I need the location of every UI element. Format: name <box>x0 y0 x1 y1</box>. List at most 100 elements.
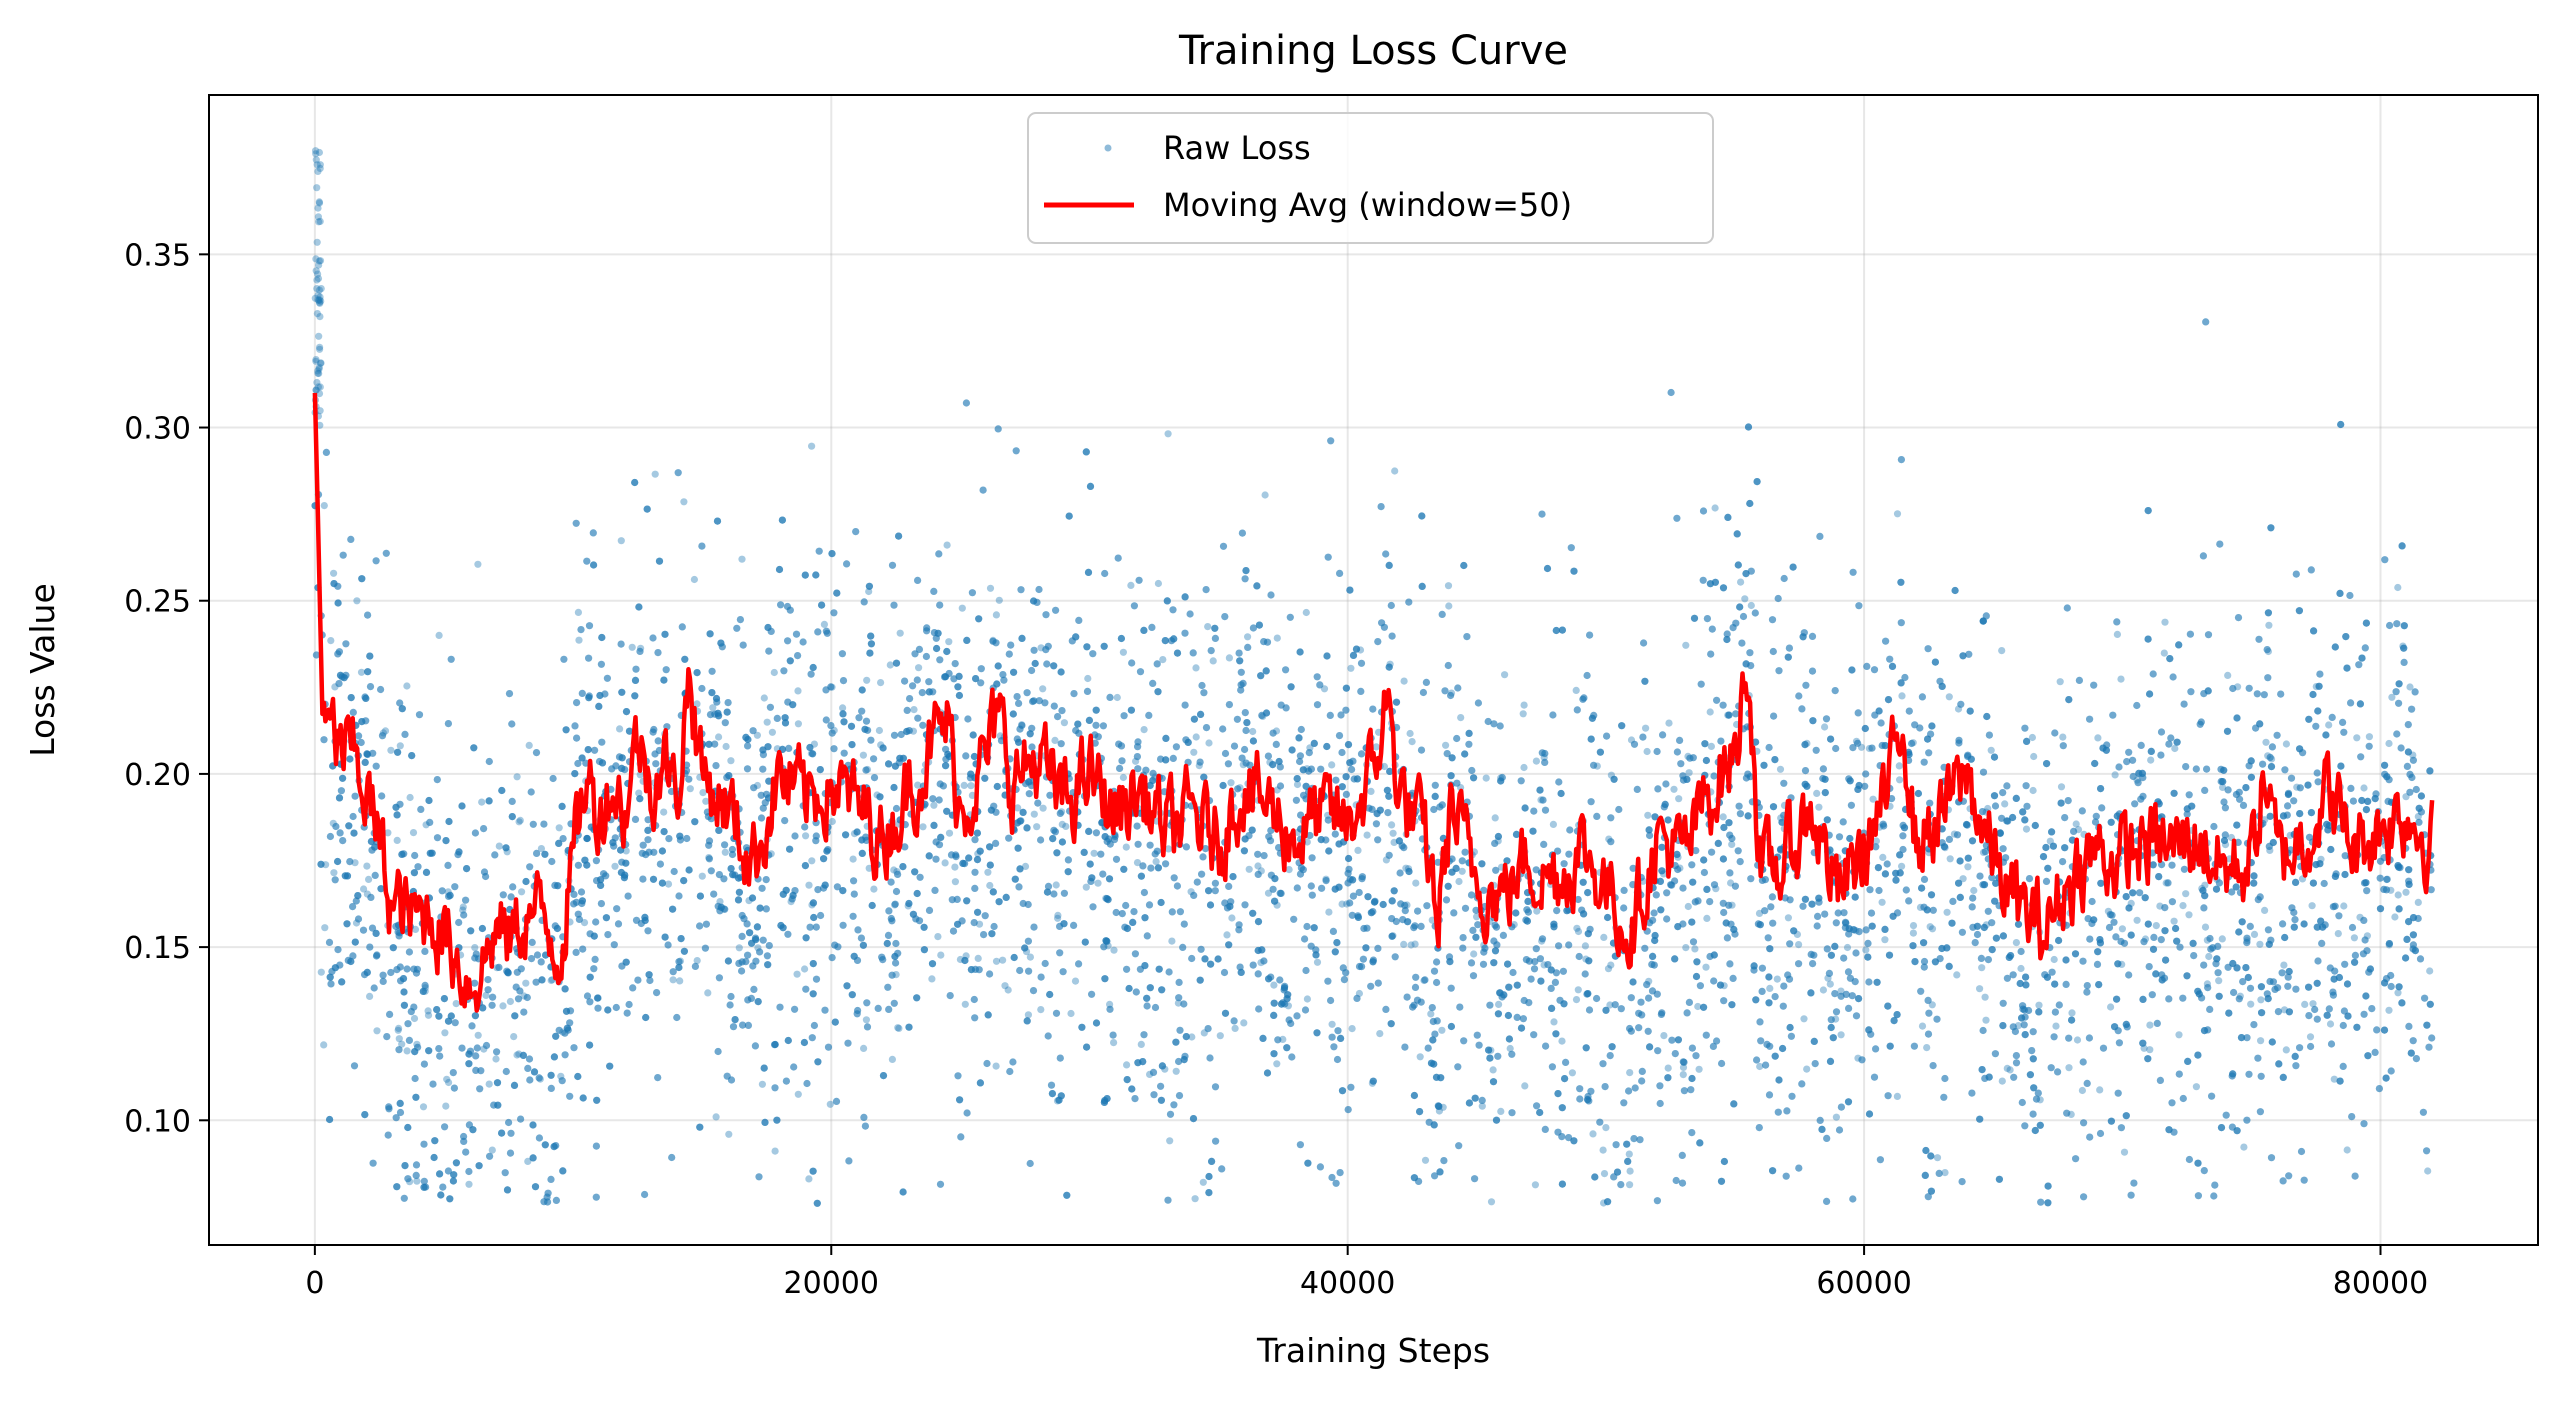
raw-loss-point <box>2204 687 2212 695</box>
raw-loss-point <box>1106 1000 1114 1009</box>
raw-loss-point <box>1046 990 1054 999</box>
raw-loss-point <box>1984 804 1992 813</box>
raw-loss-point <box>1843 943 1852 952</box>
raw-loss-point <box>1948 919 1956 927</box>
raw-loss-point <box>1696 1139 1704 1147</box>
raw-loss-point <box>1959 875 1967 883</box>
raw-loss-point <box>1024 1011 1032 1019</box>
raw-loss-point <box>2141 935 2150 943</box>
raw-loss-point <box>1133 859 1142 867</box>
raw-loss-point <box>403 682 411 690</box>
raw-loss-point <box>693 957 701 965</box>
raw-loss-point <box>1438 1026 1446 1034</box>
raw-loss-point <box>622 847 630 855</box>
raw-loss-point <box>1491 947 1500 955</box>
raw-loss-point <box>2127 899 2135 908</box>
raw-loss-point <box>1021 862 1030 871</box>
raw-loss-point <box>801 571 809 579</box>
raw-loss-point <box>2104 907 2112 915</box>
raw-loss-point <box>510 1081 519 1089</box>
raw-loss-point <box>1057 1092 1065 1100</box>
raw-loss-point <box>1491 814 1499 822</box>
raw-loss-point <box>961 956 969 965</box>
raw-loss-point <box>2068 1009 2076 1017</box>
raw-loss-point <box>1199 1178 1207 1186</box>
raw-loss-point <box>2171 744 2179 753</box>
raw-loss-point <box>2325 721 2333 729</box>
raw-loss-point <box>839 704 847 712</box>
raw-loss-point <box>621 871 629 879</box>
raw-loss-point <box>1987 746 1995 754</box>
raw-loss-point <box>2406 683 2414 691</box>
raw-loss-point <box>1645 977 1653 985</box>
raw-loss-point <box>2261 906 2269 915</box>
raw-loss-point <box>1025 778 1033 786</box>
raw-loss-point <box>2236 992 2244 1000</box>
raw-loss-point <box>2343 1146 2351 1154</box>
raw-loss-point <box>513 1051 521 1059</box>
raw-loss-point <box>1685 769 1693 777</box>
raw-loss-point <box>1236 784 1244 792</box>
raw-loss-point <box>1105 875 1114 883</box>
raw-loss-point <box>1724 711 1732 719</box>
raw-loss-point <box>465 1050 473 1058</box>
raw-loss-point <box>664 880 673 888</box>
raw-loss-point <box>365 875 373 884</box>
raw-loss-point <box>1950 830 1958 838</box>
raw-loss-point <box>904 902 912 910</box>
raw-loss-point <box>1923 1044 1931 1052</box>
raw-loss-point <box>2182 890 2190 898</box>
raw-loss-point <box>609 839 617 847</box>
raw-loss-point <box>2201 923 2210 931</box>
raw-loss-point <box>1444 582 1453 590</box>
raw-loss-point <box>1831 942 1839 951</box>
raw-loss-point <box>2324 826 2332 834</box>
raw-loss-point <box>1172 1067 1180 1075</box>
raw-loss-point <box>1865 744 1873 753</box>
raw-loss-point <box>379 729 387 737</box>
raw-loss-point <box>805 881 813 889</box>
raw-loss-point <box>396 742 404 750</box>
raw-loss-point <box>748 894 757 902</box>
raw-loss-point <box>584 746 592 754</box>
raw-loss-point <box>395 1035 403 1043</box>
raw-loss-point <box>1285 866 1293 874</box>
raw-loss-point <box>1328 1020 1336 1028</box>
raw-loss-point <box>352 919 361 927</box>
raw-loss-point <box>1039 685 1047 693</box>
raw-loss-point <box>2306 1033 2315 1041</box>
raw-loss-point <box>1266 758 1274 766</box>
raw-loss-point <box>1605 835 1613 843</box>
raw-loss-point <box>890 866 898 874</box>
raw-loss-point <box>1082 448 1090 456</box>
raw-loss-point <box>1599 1146 1607 1154</box>
raw-loss-point <box>1119 648 1127 656</box>
raw-loss-point <box>2281 933 2289 942</box>
raw-loss-point <box>2365 733 2373 741</box>
raw-loss-point <box>1520 701 1528 709</box>
raw-loss-point <box>1979 848 1988 857</box>
raw-loss-point <box>628 643 636 651</box>
raw-loss-point <box>2201 892 2209 900</box>
raw-loss-point <box>2265 621 2273 629</box>
raw-loss-point <box>1279 1035 1287 1043</box>
raw-loss-point <box>1679 1071 1687 1079</box>
raw-loss-point <box>2161 618 2169 626</box>
raw-loss-point <box>1584 1096 1592 1104</box>
raw-loss-point <box>1818 1125 1826 1133</box>
raw-loss-point <box>2344 1012 2352 1020</box>
raw-loss-point <box>2356 700 2364 708</box>
raw-loss-point <box>928 975 936 983</box>
raw-loss-point <box>914 781 922 789</box>
raw-loss-point <box>516 816 524 825</box>
raw-loss-point <box>555 824 563 832</box>
raw-loss-point <box>1784 914 1792 922</box>
raw-loss-point <box>1664 1064 1672 1072</box>
raw-loss-point <box>606 1062 614 1070</box>
raw-loss-point <box>351 859 359 867</box>
raw-loss-point <box>1367 909 1375 917</box>
raw-loss-point <box>2221 841 2230 849</box>
raw-loss-point <box>1976 1115 1984 1123</box>
raw-loss-point <box>1844 1098 1853 1106</box>
raw-loss-point <box>764 623 772 632</box>
